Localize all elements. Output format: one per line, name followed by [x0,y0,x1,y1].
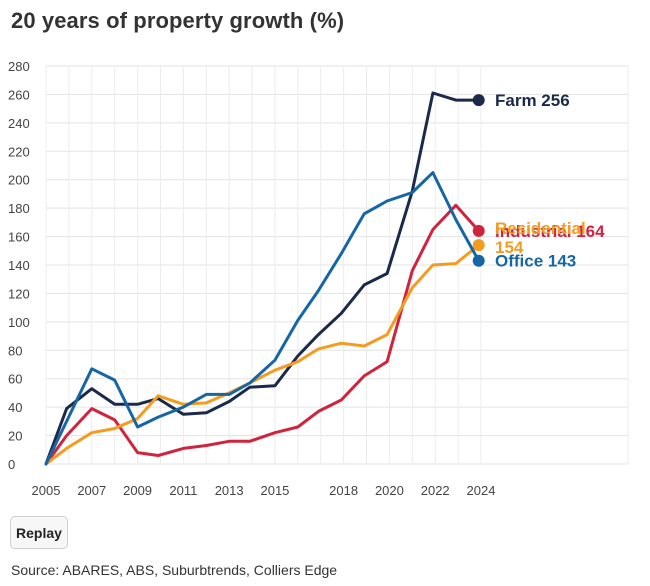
x-tick-label: 2009 [123,483,152,498]
x-tick-label: 2013 [215,483,244,498]
series-line-residential [44,243,481,466]
end-point-residential [472,239,485,252]
y-tick-label: 160 [8,230,30,245]
y-tick-label: 0 [8,457,15,472]
end-point-farm [472,94,485,107]
y-tick-label: 60 [8,372,22,387]
end-label-office: Office 143 [495,252,576,271]
y-tick-label: 80 [8,343,22,358]
series-labels: Farm 256 Industrial 164Residential154Offi… [495,91,605,271]
y-tick-label: 280 [8,59,30,74]
x-tick-label: 2011 [169,483,197,498]
end-label-industrial: Industrial 164 [495,222,605,241]
series-line-industrial [44,203,481,466]
y-tick-label: 180 [8,201,30,216]
chart-title: 20 years of property growth (%) [11,8,345,33]
y-tick-label: 260 [8,87,30,102]
line-chart: 020406080100120140160180200220240260280 … [8,59,629,498]
y-axis-ticks: 0 20 40 60 80 100 120 140 160 180 200 220 240 260 280 [8,59,30,472]
end-point-industrial [472,224,485,237]
x-axis-ticks: 2005 2007 2009 2011 2013 2015 2018 2020 2022 2024 [32,483,496,498]
y-tick-label: 200 [8,173,30,188]
series-line-farm [44,91,481,466]
y-tick-label: 220 [8,144,30,159]
replay-button[interactable]: Replay [10,516,68,549]
source-note: Source: ABARES, ABS, Suburbtrends, Colli… [11,562,338,578]
y-tick-label: 120 [8,286,30,301]
y-tick-label: 140 [8,258,30,273]
series-line-office [44,171,481,466]
series-lines [44,91,485,466]
end-label-farm: Farm 256 [495,91,570,110]
y-tick-label: 40 [8,400,22,415]
x-tick-label: 2020 [375,483,404,498]
x-tick-label: 2005 [32,483,61,498]
y-tick-label: 100 [8,315,30,330]
end-label-residential: 154 [495,238,524,257]
grid-lines [45,65,629,465]
y-tick-label: 240 [8,116,30,131]
end-label-residential: Residential [495,219,586,238]
x-tick-label: 2022 [421,483,450,498]
x-tick-label: 2007 [77,483,106,498]
end-point-office [472,254,485,267]
x-tick-label: 2024 [467,483,496,498]
y-tick-label: 20 [8,429,22,444]
x-tick-label: 2015 [260,483,289,498]
x-tick-label: 2018 [329,483,358,498]
